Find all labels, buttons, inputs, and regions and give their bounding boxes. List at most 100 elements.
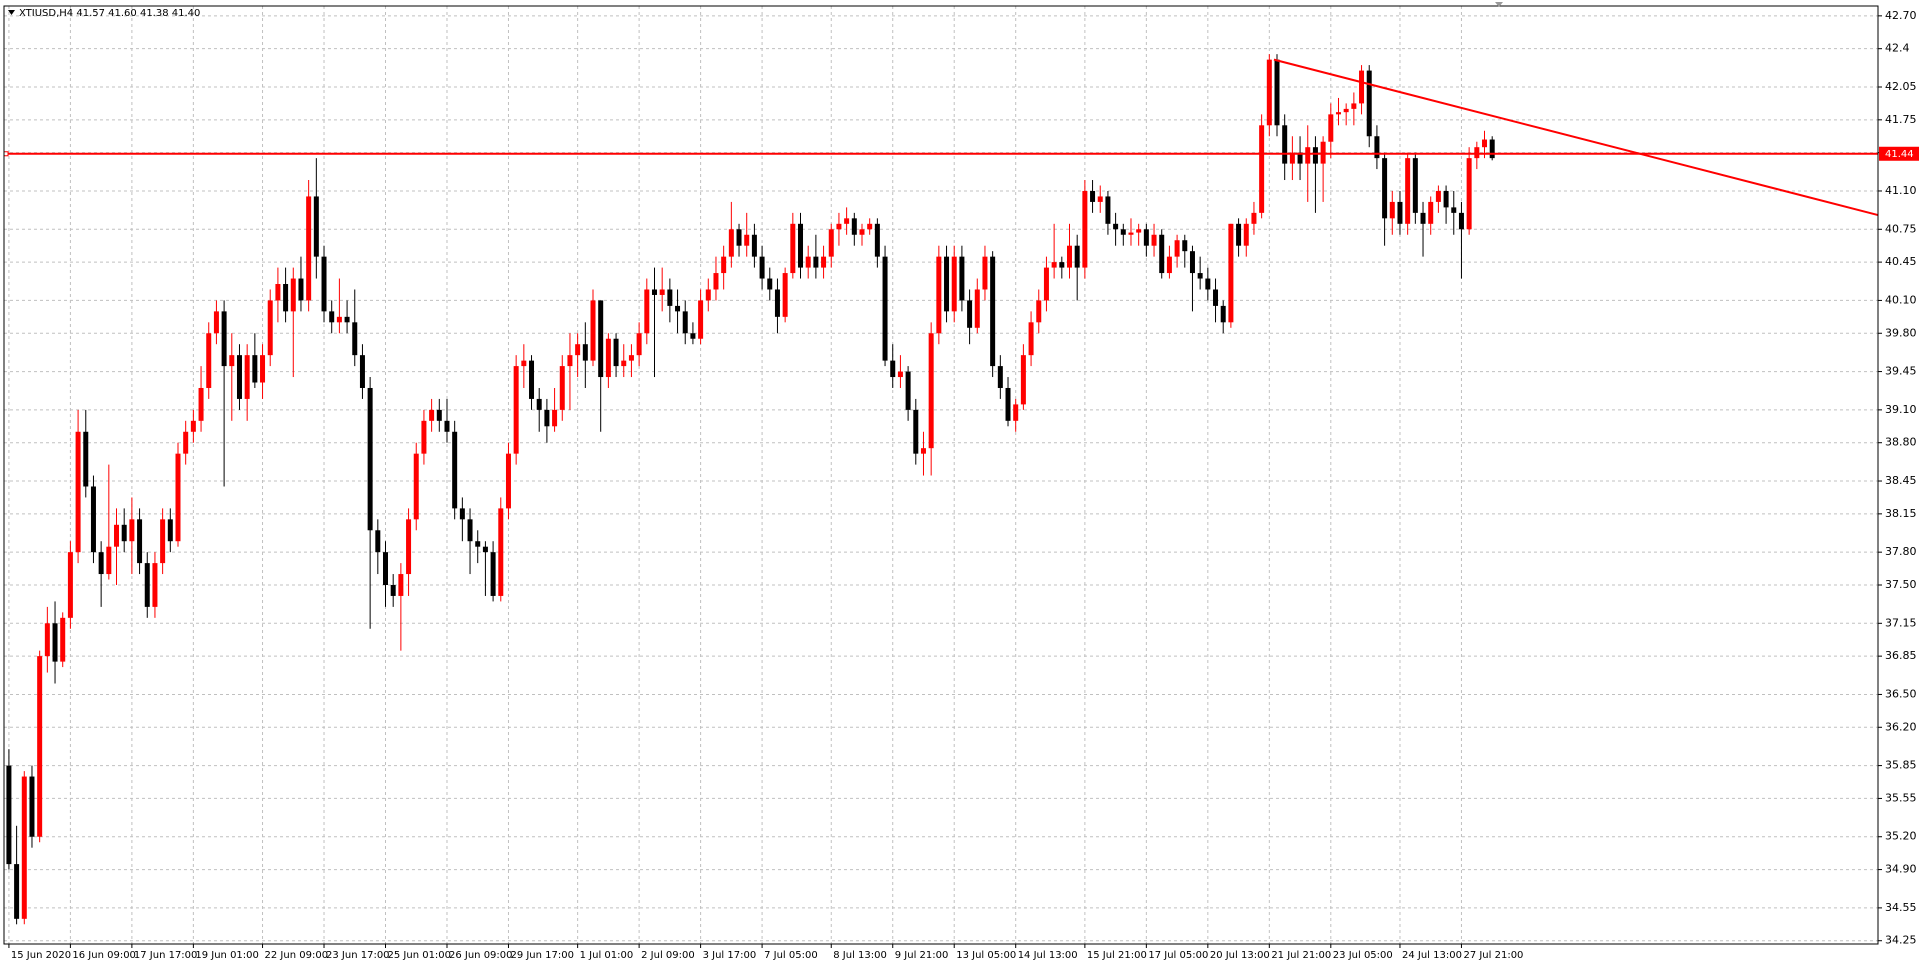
candle-body [221, 311, 227, 367]
candle-body [567, 355, 573, 367]
candle-body [1366, 70, 1372, 137]
x-tick-label: 16 Jun 09:00 [72, 950, 136, 961]
candle-body [1312, 147, 1318, 164]
candle-body [244, 355, 250, 399]
candle-body [1082, 190, 1088, 268]
y-tick-label: 37.80 [1885, 545, 1917, 558]
candle-body [1359, 70, 1365, 104]
y-tick-label: 34.25 [1885, 934, 1917, 947]
candle-body [160, 519, 166, 564]
candle-body [1274, 59, 1280, 126]
candle-body [121, 524, 127, 542]
candle-body [167, 519, 173, 542]
candle-body [129, 519, 135, 542]
candle-body [721, 256, 727, 274]
candle-body [828, 229, 834, 257]
y-tick-label: 38.15 [1885, 507, 1917, 520]
candle-body [467, 519, 473, 542]
candle-body [559, 366, 565, 410]
candle-body [605, 338, 611, 378]
candle-body [1013, 404, 1019, 421]
candle-body [675, 305, 681, 312]
candle-body [851, 218, 857, 235]
candle-body [882, 256, 888, 361]
candle-body [1282, 125, 1288, 164]
candle-body [890, 360, 896, 378]
candle-body [198, 387, 204, 421]
candle-body [1189, 251, 1195, 274]
candle-body [659, 289, 665, 295]
trend-line [1273, 58, 1879, 217]
candle-body [459, 508, 465, 520]
x-tick-label: 2 Jul 09:00 [641, 950, 695, 961]
candle-body [897, 371, 903, 378]
y-tick-label: 35.20 [1885, 830, 1917, 843]
y-tick-label: 40.75 [1885, 222, 1917, 235]
y-tick-label: 38.80 [1885, 436, 1917, 449]
candle-body [936, 256, 942, 334]
candle-body [1113, 223, 1119, 230]
candle-body [475, 541, 481, 547]
x-tick-label: 7 Jul 05:00 [764, 950, 818, 961]
candle-body [306, 196, 312, 301]
candle-body [1374, 136, 1380, 159]
candle-body [529, 360, 535, 399]
y-tick-label: 40.10 [1885, 293, 1917, 306]
candle-body [1205, 278, 1211, 290]
y-tick-label: 41.75 [1885, 113, 1917, 126]
candle-body [844, 218, 850, 224]
candle-body [867, 223, 873, 230]
candle-body [83, 431, 89, 487]
candle-body [1251, 212, 1257, 224]
candle-body [183, 431, 189, 454]
candle-body [175, 453, 181, 542]
candle-body [836, 223, 842, 230]
candle-body [1297, 152, 1303, 164]
candle-body [1351, 103, 1357, 109]
candle-body [521, 360, 527, 367]
axis: 42.7042.442.0541.7541.4541.1040.7540.454… [8, 9, 1919, 961]
candle-body [705, 289, 711, 301]
candle-body [1120, 229, 1126, 235]
candle-body [1236, 223, 1242, 246]
candle-body [905, 371, 911, 410]
candle-body [1028, 322, 1034, 356]
candle-body [928, 333, 934, 449]
candle-body [1458, 212, 1464, 230]
y-tick-label: 36.85 [1885, 649, 1917, 662]
candle-body [114, 524, 120, 547]
x-tick-label: 17 Jul 05:00 [1148, 950, 1208, 961]
plot-frame [3, 5, 1879, 945]
level-label: 41.44 [1885, 149, 1914, 160]
y-tick-label: 39.45 [1885, 365, 1917, 378]
x-tick-label: 29 Jun 17:00 [510, 950, 574, 961]
y-tick-label: 36.20 [1885, 720, 1917, 733]
candle-body [736, 229, 742, 246]
candle-body [1151, 234, 1157, 246]
candle-body [1197, 273, 1203, 279]
candle-body [1474, 147, 1480, 159]
candle-body [798, 223, 804, 268]
x-tick-label: 13 Jul 05:00 [956, 950, 1016, 961]
candle-body [1335, 112, 1341, 115]
x-tick-label: 24 Jul 13:00 [1402, 950, 1462, 961]
y-tick-label: 37.50 [1885, 578, 1917, 591]
marks [3, 54, 1879, 925]
y-tick-label: 41.10 [1885, 184, 1917, 197]
x-tick-label: 17 Jun 17:00 [134, 950, 198, 961]
y-tick-label: 35.85 [1885, 759, 1917, 772]
candle-body [60, 617, 66, 662]
candle-body [236, 355, 242, 399]
candle-body [990, 256, 996, 367]
candle-body [1213, 289, 1219, 306]
candle-body [498, 508, 504, 596]
candle-body [1289, 152, 1295, 164]
candle-body [1343, 108, 1349, 113]
candle-body [690, 333, 696, 339]
candle-body [190, 420, 196, 432]
candle-body [482, 546, 488, 553]
x-tick-label: 23 Jul 05:00 [1333, 950, 1393, 961]
header-arrow [8, 10, 15, 15]
candle-body [90, 486, 96, 553]
